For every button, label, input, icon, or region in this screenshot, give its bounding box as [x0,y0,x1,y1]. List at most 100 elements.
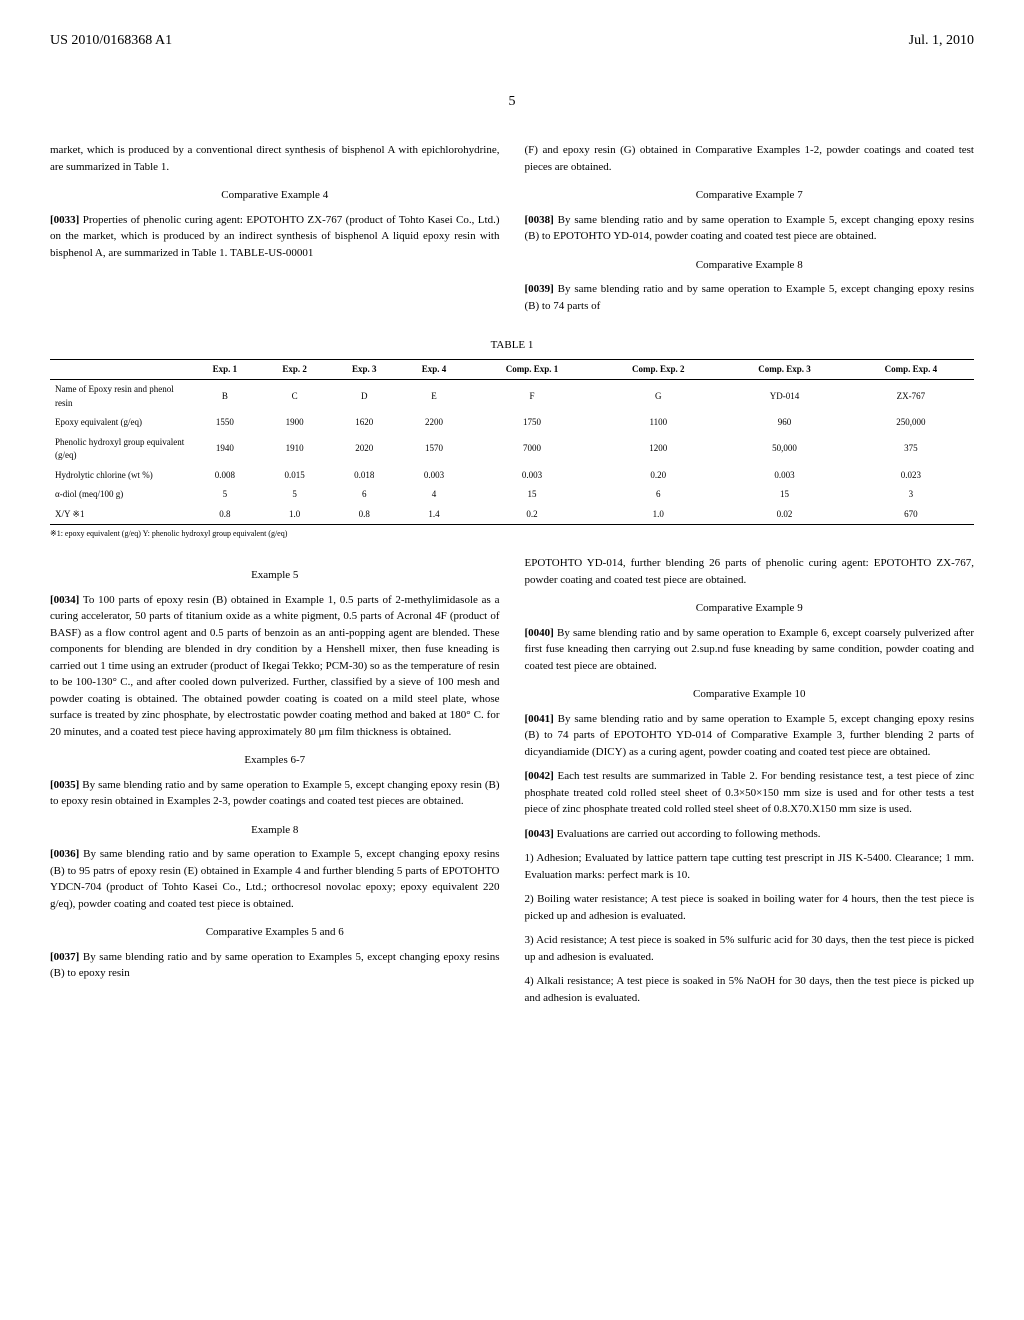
th-1: Exp. 1 [190,359,260,380]
th-4: Exp. 4 [399,359,469,380]
table-cell: 1750 [469,413,595,433]
table-cell: 0.018 [329,466,399,486]
para-0043: [0043] Evaluations are carried out accor… [525,826,975,843]
para-num-0040: [0040] [525,627,554,639]
para-epotohto: EPOTOHTO YD-014, further blending 26 par… [525,555,975,588]
para-0036: [0036] By same blending ratio and by sam… [50,846,500,912]
para-num-0033: [0033] [50,214,79,226]
para-text-0035: By same blending ratio and by same opera… [50,779,500,808]
table-cell: 0.8 [329,505,399,525]
para-text-0033: Properties of phenolic curing agent: EPO… [50,214,500,259]
table-cell: 1620 [329,413,399,433]
para-text-0038: By same blending ratio and by same opera… [525,214,975,243]
table-cell: 0.003 [399,466,469,486]
th-0 [50,359,190,380]
column-2-upper: (F) and epoxy resin (G) obtained in Comp… [525,142,975,322]
table-cell: 1910 [260,433,330,466]
para-market: market, which is produced by a conventio… [50,142,500,175]
para-text-0037: By same blending ratio and by same opera… [50,951,500,980]
table-row: Epoxy equivalent (g/eq)15501900162022001… [50,413,974,433]
table-cell: F [469,380,595,414]
table-cell: 5 [260,485,330,505]
table-cell: 0.003 [469,466,595,486]
table-header-row: Exp. 1 Exp. 2 Exp. 3 Exp. 4 Comp. Exp. 1… [50,359,974,380]
header: US 2010/0168368 A1 Jul. 1, 2010 [50,30,974,51]
column-1-upper: market, which is produced by a conventio… [50,142,500,322]
eval-item-4: 4) Alkali resistance; A test piece is so… [525,973,975,1006]
para-text-0040: By same blending ratio and by same opera… [525,627,975,672]
heading-comp-ex-9: Comparative Example 9 [525,600,975,617]
para-num-0038: [0038] [525,214,554,226]
para-0034: [0034] To 100 parts of epoxy resin (B) o… [50,592,500,741]
page-number: 5 [50,91,974,112]
eval-item-3: 3) Acid resistance; A test piece is soak… [525,932,975,965]
heading-comp-ex-8: Comparative Example 8 [525,257,975,274]
table-row: Phenolic hydroxyl group equivalent (g/eq… [50,433,974,466]
para-num-0041: [0041] [525,713,554,725]
column-2-lower: EPOTOHTO YD-014, further blending 26 par… [525,555,975,1014]
th-8: Comp. Exp. 4 [848,359,974,380]
table-cell: 2020 [329,433,399,466]
table-cell: 1550 [190,413,260,433]
para-num-0042: [0042] [525,770,554,782]
table-cell: 1.4 [399,505,469,525]
publication-number: US 2010/0168368 A1 [50,30,172,51]
para-text-0043: Evaluations are carried out according to… [557,828,821,840]
table-row: Name of Epoxy resin and phenol resinBCDE… [50,380,974,414]
table-row: X/Y ※10.81.00.81.40.21.00.02670 [50,505,974,525]
table-cell: Hydrolytic chlorine (wt %) [50,466,190,486]
table-cell: YD-014 [721,380,847,414]
lower-columns: Example 5 [0034] To 100 parts of epoxy r… [50,555,974,1014]
table-row: α-diol (meq/100 g)5564156153 [50,485,974,505]
eval-item-1: 1) Adhesion; Evaluated by lattice patter… [525,850,975,883]
table-cell: 4 [399,485,469,505]
table-cell: 3 [848,485,974,505]
table-cell: 0.008 [190,466,260,486]
eval-item-2: 2) Boiling water resistance; A test piec… [525,891,975,924]
table-1-title: TABLE 1 [50,337,974,354]
para-0037: [0037] By same blending ratio and by sam… [50,949,500,982]
table-cell: B [190,380,260,414]
table-body: Name of Epoxy resin and phenol resinBCDE… [50,380,974,525]
para-0033: [0033] Properties of phenolic curing age… [50,212,500,262]
para-0041: [0041] By same blending ratio and by sam… [525,711,975,761]
table-row: Hydrolytic chlorine (wt %)0.0080.0150.01… [50,466,974,486]
table-cell: 1.0 [595,505,721,525]
table-cell: 6 [329,485,399,505]
para-num-0043: [0043] [525,828,554,840]
table-cell: G [595,380,721,414]
th-3: Exp. 3 [329,359,399,380]
para-text-0042: Each test results are summarized in Tabl… [525,770,975,815]
th-7: Comp. Exp. 3 [721,359,847,380]
table-cell: 250,000 [848,413,974,433]
para-num-0037: [0037] [50,951,79,963]
heading-ex-8: Example 8 [50,822,500,839]
para-text-0036: By same blending ratio and by same opera… [50,848,500,910]
table-cell: E [399,380,469,414]
column-1-lower: Example 5 [0034] To 100 parts of epoxy r… [50,555,500,1014]
heading-ex-5: Example 5 [50,567,500,584]
table-cell: 1940 [190,433,260,466]
table-cell: 15 [469,485,595,505]
th-5: Comp. Exp. 1 [469,359,595,380]
para-text-0034: To 100 parts of epoxy resin (B) obtained… [50,594,500,738]
table-cell: 50,000 [721,433,847,466]
para-text-0041: By same blending ratio and by same opera… [525,713,975,758]
table-1: Exp. 1 Exp. 2 Exp. 3 Exp. 4 Comp. Exp. 1… [50,359,974,526]
para-num-0034: [0034] [50,594,79,606]
table-1-section: TABLE 1 Exp. 1 Exp. 2 Exp. 3 Exp. 4 Comp… [50,337,974,540]
para-0038: [0038] By same blending ratio and by sam… [525,212,975,245]
table-cell: D [329,380,399,414]
heading-comp-ex-10: Comparative Example 10 [525,686,975,703]
para-num-0039: [0039] [525,283,554,295]
heading-comp-ex-4: Comparative Example 4 [50,187,500,204]
para-0039: [0039] By same blending ratio and by sam… [525,281,975,314]
para-0040: [0040] By same blending ratio and by sam… [525,625,975,675]
table-cell: 0.2 [469,505,595,525]
table-cell: 0.023 [848,466,974,486]
para-0042: [0042] Each test results are summarized … [525,768,975,818]
table-cell: 670 [848,505,974,525]
table-cell: 1100 [595,413,721,433]
heading-comp-ex-5-6: Comparative Examples 5 and 6 [50,924,500,941]
heading-comp-ex-7: Comparative Example 7 [525,187,975,204]
